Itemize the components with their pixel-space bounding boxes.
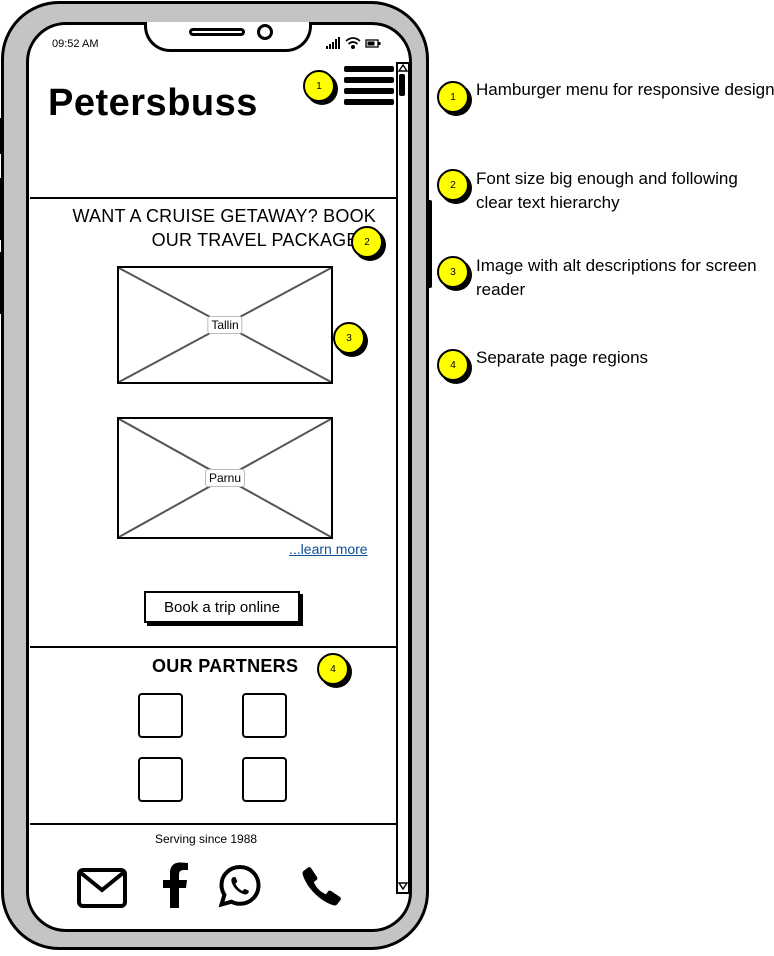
partners-heading: OUR PARTNERS: [152, 656, 299, 676]
annotation-note: Hamburger menu for responsive design: [476, 80, 774, 99]
facebook-icon[interactable]: [161, 862, 191, 908]
wifi-icon: [345, 37, 361, 50]
annotation-note: Separate page regions: [476, 348, 649, 367]
partner-logo[interactable]: [242, 757, 287, 802]
power-button: [427, 200, 432, 288]
scroll-up-arrow-icon[interactable]: [398, 64, 408, 72]
site-logo[interactable]: Petersbuss: [48, 82, 258, 124]
annotation-marker: 3: [333, 322, 365, 354]
notch: [144, 22, 312, 52]
status-time: 09:52 AM: [52, 38, 99, 50]
image-placeholder-tallin: Tallin: [117, 266, 333, 384]
scroll-thumb[interactable]: [399, 74, 405, 96]
annotation-marker: 2: [437, 169, 469, 201]
battery-icon: [365, 39, 381, 48]
header-divider: [30, 197, 396, 199]
book-trip-button[interactable]: Book a trip online: [144, 591, 300, 623]
partner-logo[interactable]: [242, 693, 287, 738]
scroll-down-arrow-icon[interactable]: [398, 882, 408, 890]
whatsapp-icon[interactable]: [218, 864, 262, 908]
partners-divider: [30, 646, 396, 648]
annotation-note: Font size big enough and following clear…: [476, 169, 738, 212]
mute-switch: [0, 252, 3, 314]
hero-headline: WANT A CRUISE GETAWAY? BOOK OUR TRAVEL P…: [72, 206, 376, 250]
footer-divider: [30, 823, 396, 825]
annotation-note: Image with alt descriptions for screen r…: [476, 256, 757, 299]
scrollbar[interactable]: [396, 62, 410, 894]
speaker: [189, 28, 245, 36]
image-placeholder-parnu: Parnu: [117, 417, 333, 539]
annotation-marker: 4: [317, 653, 349, 685]
annotation-marker: 4: [437, 349, 469, 381]
learn-more-link[interactable]: ...learn more: [289, 541, 368, 557]
footer-text: Serving since 1988: [155, 832, 258, 846]
annotation-marker: 2: [351, 226, 383, 258]
mail-icon[interactable]: [77, 868, 127, 908]
annotation-marker: 1: [437, 81, 469, 113]
front-camera: [257, 24, 273, 40]
phone-icon[interactable]: [302, 866, 342, 906]
hamburger-menu-icon[interactable]: [344, 64, 396, 108]
partner-logo[interactable]: [138, 693, 183, 738]
image-label: Tallin: [207, 316, 243, 334]
volume-up-button: [0, 118, 3, 154]
annotation-marker: 3: [437, 256, 469, 288]
volume-down-button: [0, 178, 3, 240]
annotation-marker: 1: [303, 70, 335, 102]
status-icons: [326, 37, 381, 50]
signal-icon: [326, 37, 340, 49]
partner-logo[interactable]: [138, 757, 183, 802]
image-label: Parnu: [204, 469, 246, 487]
